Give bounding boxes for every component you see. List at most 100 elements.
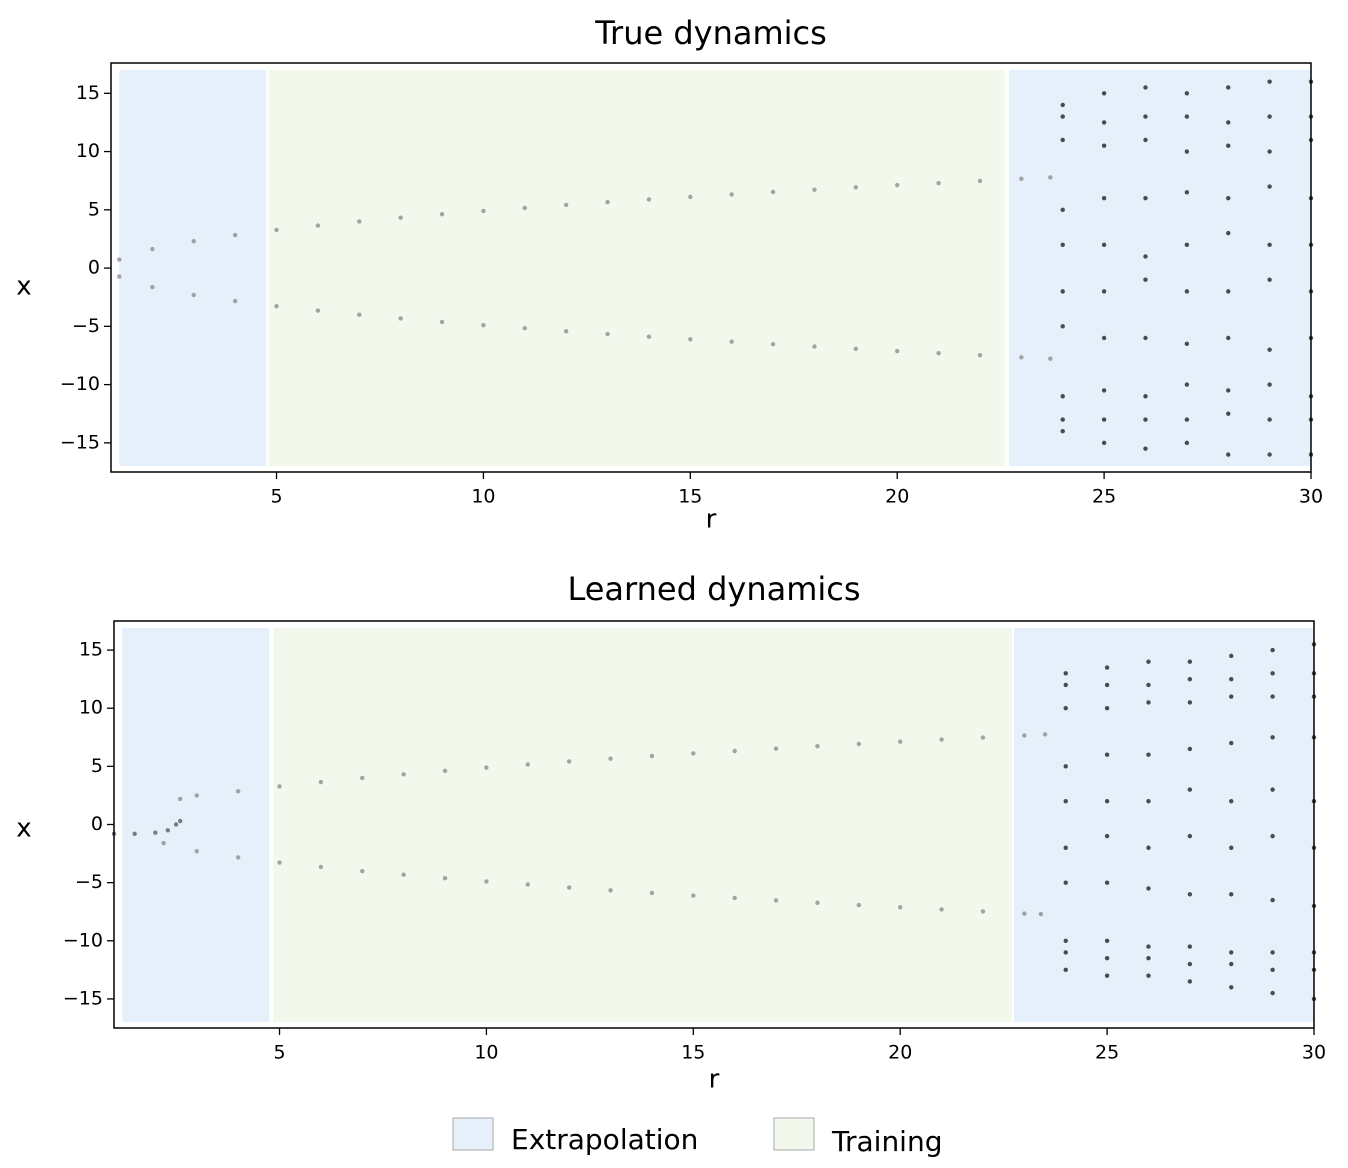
point [398,215,403,220]
point [442,876,448,881]
point [401,872,406,877]
point [481,322,486,328]
point [1146,659,1151,664]
point [117,274,122,279]
point [235,855,241,860]
point [1146,845,1151,850]
point [1270,990,1275,996]
point [1270,950,1275,955]
point [608,888,613,893]
y-tick-label: −15 [60,431,100,453]
point [1187,746,1193,752]
point [1104,752,1110,757]
point [481,208,486,214]
point [235,789,241,794]
point [1226,335,1231,341]
point [1063,967,1068,973]
point [1226,85,1231,90]
point [566,885,572,890]
point [232,298,238,304]
point [1184,382,1190,387]
point [315,223,321,228]
point [150,284,155,290]
x-tick-label: 15 [678,486,702,508]
point [1184,341,1190,347]
x-tick-label: 25 [1092,486,1116,508]
point [1226,388,1231,393]
point [566,759,572,764]
point [1267,184,1272,189]
point [1104,973,1110,978]
point [1063,706,1068,711]
point [1270,967,1275,973]
point [1226,452,1231,457]
point [1229,961,1234,967]
point [1101,143,1107,148]
point [277,860,282,865]
point [1063,799,1068,804]
point [649,753,655,759]
point [1229,950,1234,955]
chart-title: True dynamics [594,14,827,52]
y-tick-label: 5 [88,198,100,220]
point [898,905,903,910]
point [980,735,986,740]
point [605,331,610,337]
point [357,219,362,224]
point [1229,653,1234,659]
point [646,334,652,339]
point [1022,911,1027,916]
point [856,741,862,747]
point [815,744,820,749]
legend-swatch [452,1117,494,1151]
point [1270,833,1275,839]
region [119,70,267,466]
point [608,756,613,761]
point [856,902,862,908]
point [1187,892,1193,897]
point [1184,242,1190,247]
point [649,890,655,896]
x-tick-label: 25 [1095,1042,1119,1064]
point [1060,102,1065,108]
point [191,292,196,298]
point [1063,671,1068,676]
point [895,182,900,188]
point [1187,833,1193,839]
y-tick-label: 10 [79,697,103,719]
point [770,189,776,195]
point [853,346,859,352]
point [1143,277,1148,282]
point [563,202,569,208]
point [1226,195,1231,201]
x-tick-label: 20 [885,486,909,508]
point [936,180,941,186]
point [773,898,779,903]
y-tick-label: 5 [91,755,103,777]
region [1008,70,1311,466]
y-tick-label: −15 [63,987,103,1009]
point [1187,944,1193,949]
point [1104,706,1110,711]
point [646,197,652,202]
point [1063,950,1068,955]
point [977,353,983,358]
point [360,775,365,781]
point [1229,892,1234,897]
y-tick-label: −10 [63,929,103,951]
point [1104,833,1110,839]
point [1063,682,1068,688]
point [1060,394,1065,399]
point [277,784,282,789]
x-tick-label: 20 [888,1042,912,1064]
point [360,868,365,874]
point [522,205,527,211]
point [898,739,903,744]
point [1143,254,1148,259]
point [1048,175,1053,180]
x-tick-label: 5 [270,486,282,508]
point [1101,120,1107,125]
point [1101,388,1107,393]
point [1060,207,1065,213]
point [1187,979,1193,984]
